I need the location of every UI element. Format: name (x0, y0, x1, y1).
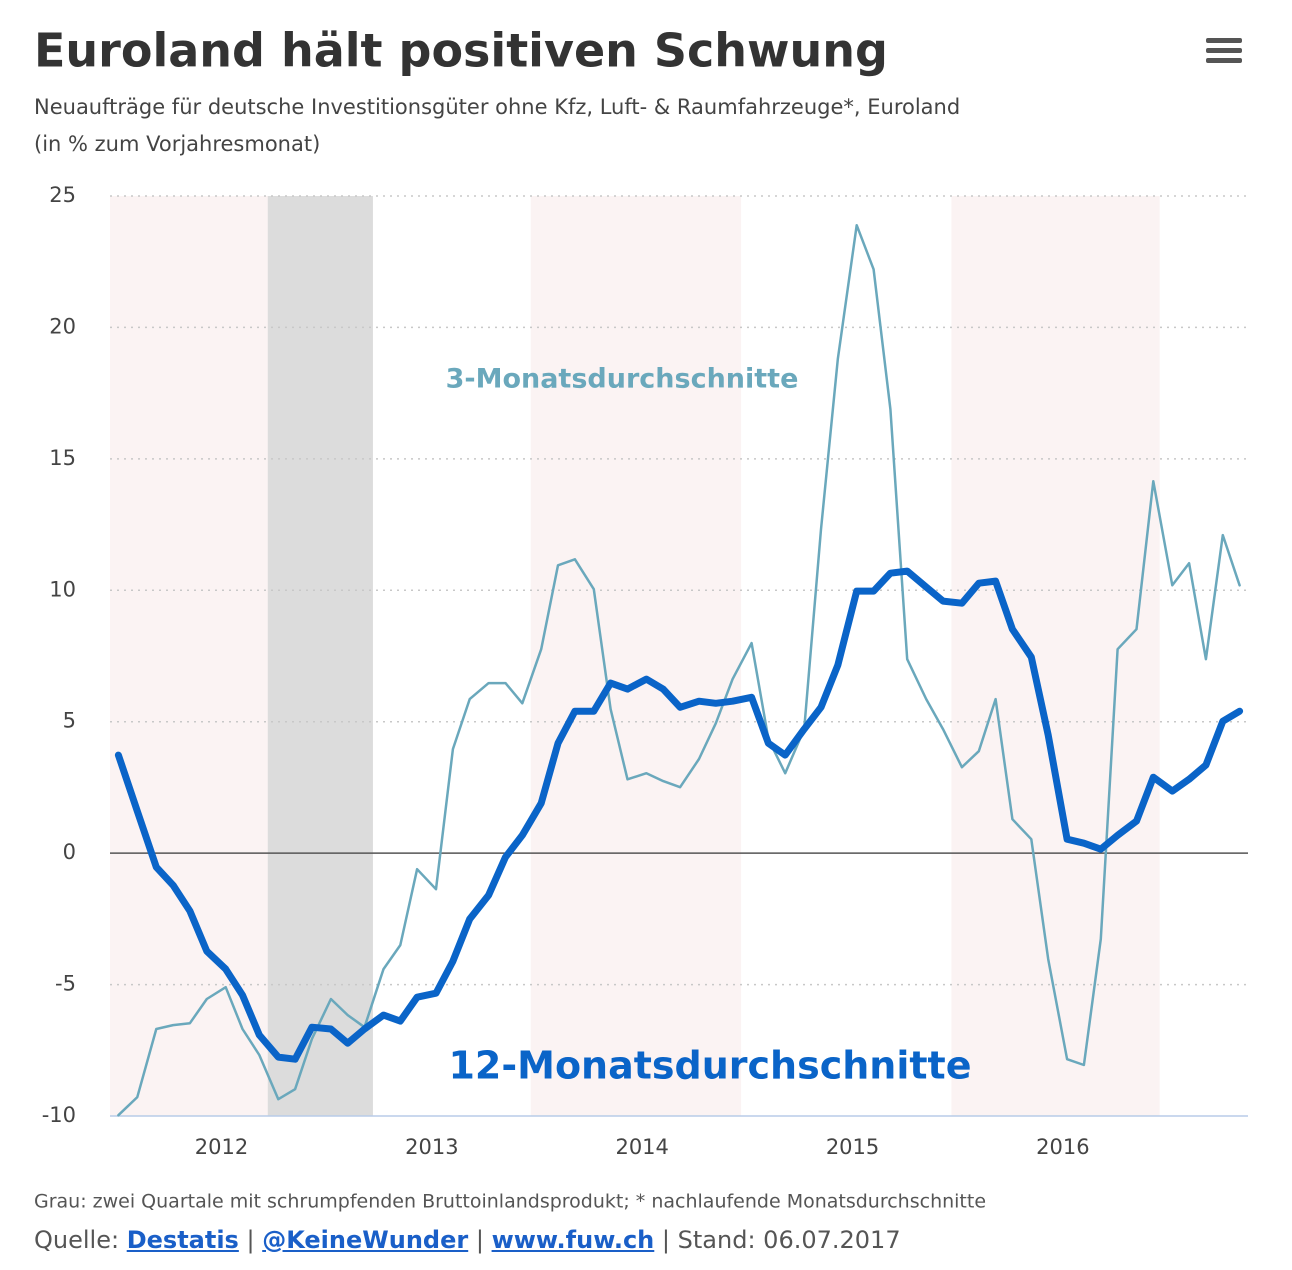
y-tick-label: -5 (55, 972, 76, 996)
footnote: Grau: zwei Quartale mit schrumpfenden Br… (34, 1191, 986, 1213)
y-tick-label: 5 (63, 709, 76, 733)
menu-bar[interactable] (1206, 38, 1242, 43)
shaded-band (951, 196, 1160, 1116)
subtitle: (in % zum Vorjahresmonat) (34, 132, 320, 156)
menu-bar[interactable] (1206, 58, 1242, 63)
series-label: 3-Monatsdurchschnitte (446, 364, 799, 395)
x-tick-label: 2014 (615, 1135, 668, 1159)
plot-area: -10 -5 0 5 10 15 20 25 2012 2013 2014 2015 2016 (42, 183, 1248, 1159)
chart-title: Euroland hält positiven Schwung (34, 24, 888, 78)
separator: | (475, 1226, 484, 1254)
x-tick-label: 2016 (1036, 1135, 1089, 1159)
x-tick-label: 2015 (826, 1135, 879, 1159)
source-prefix: Quelle: (34, 1226, 120, 1254)
x-tick-label: 2013 (405, 1135, 458, 1159)
y-tick-label: 15 (49, 446, 76, 470)
source-link[interactable]: www.fuw.ch (491, 1226, 655, 1254)
menu-bar[interactable] (1206, 48, 1242, 53)
series-line (117, 223, 1241, 1117)
stand: Stand: 06.07.2017 (677, 1226, 901, 1254)
shaded-band (267, 196, 373, 1116)
y-tick-label: 10 (49, 577, 76, 601)
source-line: Quelle: Destatis | @KeineWunder | www.fu… (34, 1226, 901, 1254)
menu-icon[interactable] (1206, 38, 1242, 63)
y-tick-label: 0 (63, 840, 76, 864)
x-tick-label: 2012 (195, 1135, 248, 1159)
y-tick-label: -10 (42, 1103, 76, 1127)
separator: | (246, 1226, 255, 1254)
source-link[interactable]: @KeineWunder (262, 1226, 469, 1254)
series-label: 12-Monatsdurchschnitte (448, 1044, 971, 1088)
separator: | (661, 1226, 671, 1254)
y-tick-label: 25 (49, 183, 76, 207)
series-line (114, 567, 1244, 1063)
y-tick-label: 20 (49, 314, 76, 338)
shaded-band (530, 196, 742, 1116)
subtitle: Neuaufträge für deutsche Investitionsgüt… (34, 95, 960, 119)
source-link[interactable]: Destatis (126, 1226, 239, 1254)
